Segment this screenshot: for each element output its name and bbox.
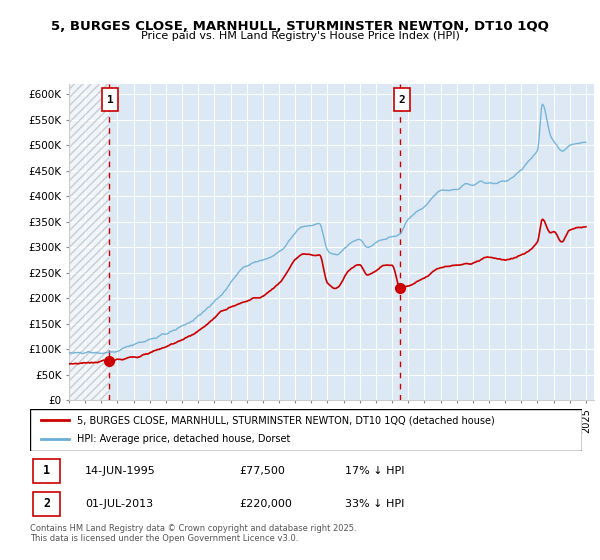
Text: 1: 1 — [107, 95, 113, 105]
Text: 33% ↓ HPI: 33% ↓ HPI — [344, 499, 404, 509]
Text: Contains HM Land Registry data © Crown copyright and database right 2025.
This d: Contains HM Land Registry data © Crown c… — [30, 524, 356, 543]
Text: 1: 1 — [43, 464, 50, 478]
Text: 01-JUL-2013: 01-JUL-2013 — [85, 499, 154, 509]
Text: £77,500: £77,500 — [240, 466, 286, 476]
Text: 2: 2 — [43, 497, 50, 510]
Text: 14-JUN-1995: 14-JUN-1995 — [85, 466, 156, 476]
Text: 5, BURGES CLOSE, MARNHULL, STURMINSTER NEWTON, DT10 1QQ (detached house): 5, BURGES CLOSE, MARNHULL, STURMINSTER N… — [77, 415, 494, 425]
Bar — [33, 492, 61, 516]
Text: 2: 2 — [398, 95, 405, 105]
Text: 5, BURGES CLOSE, MARNHULL, STURMINSTER NEWTON, DT10 1QQ: 5, BURGES CLOSE, MARNHULL, STURMINSTER N… — [51, 20, 549, 32]
Bar — [102, 88, 118, 111]
Text: 17% ↓ HPI: 17% ↓ HPI — [344, 466, 404, 476]
Text: Price paid vs. HM Land Registry's House Price Index (HPI): Price paid vs. HM Land Registry's House … — [140, 31, 460, 41]
Text: £220,000: £220,000 — [240, 499, 293, 509]
Bar — [394, 88, 410, 111]
Bar — [69, 84, 109, 400]
Bar — [33, 459, 61, 483]
Text: HPI: Average price, detached house, Dorset: HPI: Average price, detached house, Dors… — [77, 435, 290, 445]
